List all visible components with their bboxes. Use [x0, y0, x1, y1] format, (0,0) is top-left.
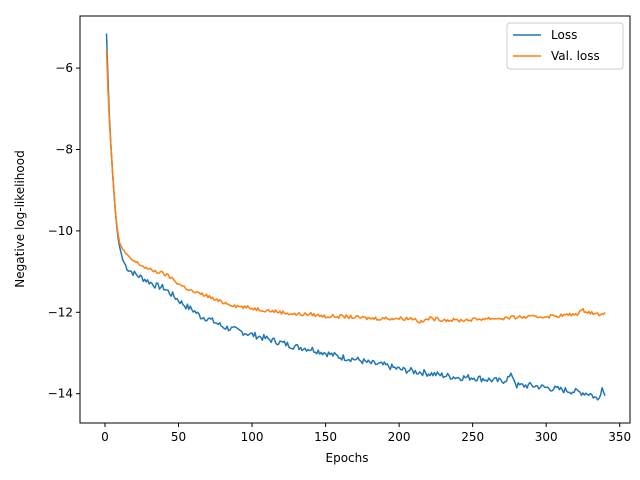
x-tick-label: 150: [314, 430, 337, 444]
y-tick-label: −14: [48, 387, 73, 401]
legend-label: Loss: [551, 28, 577, 42]
plot-frame: [79, 15, 631, 424]
y-tick-label: −10: [48, 224, 73, 238]
x-tick-label: 0: [101, 430, 109, 444]
series-line-val-loss: [105, 49, 606, 324]
legend-label: Val. loss: [551, 49, 600, 63]
y-axis-label: Negative log-likelihood: [13, 150, 27, 287]
x-axis: 0 50 100 150 200 250 300 350: [101, 423, 631, 444]
y-axis: −14 −12 −10 −8 −6: [48, 61, 80, 401]
x-tick-label: 300: [535, 430, 558, 444]
x-tick-label: 50: [171, 430, 186, 444]
plot-lines: [105, 33, 606, 401]
x-tick-label: 100: [241, 430, 264, 444]
x-tick-label: 250: [461, 430, 484, 444]
series-line-loss: [105, 33, 606, 401]
legend: Loss Val. loss: [506, 22, 624, 70]
y-tick-label: −8: [55, 142, 73, 156]
x-axis-label: Epochs: [326, 451, 369, 465]
y-tick-label: −6: [55, 61, 73, 75]
y-tick-label: −12: [48, 305, 73, 319]
x-tick-label: 200: [388, 430, 411, 444]
x-tick-label: 350: [608, 430, 631, 444]
